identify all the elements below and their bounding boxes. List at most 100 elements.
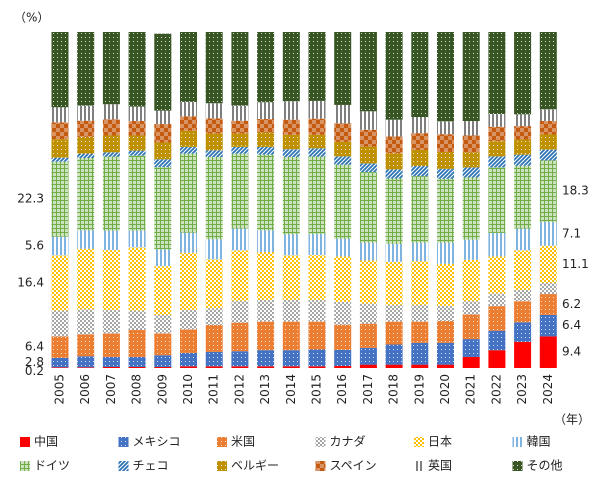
bar-segment xyxy=(282,134,300,150)
bar-segment xyxy=(180,153,197,233)
bar-segment xyxy=(359,347,377,365)
bar-segment xyxy=(205,366,223,368)
bar-segment xyxy=(437,32,454,122)
x-tick-label: 2006 xyxy=(78,374,92,405)
bar-segment xyxy=(231,32,249,106)
bar-segment xyxy=(154,249,172,267)
bar-segment xyxy=(231,351,249,367)
bar-segment xyxy=(334,256,352,302)
bar-segment xyxy=(437,305,454,321)
bar-segment xyxy=(359,242,377,261)
bar-segment xyxy=(180,116,197,131)
bar-segment xyxy=(205,156,223,240)
bar-segment xyxy=(359,32,377,112)
bar-segment xyxy=(411,133,429,150)
bar-segment xyxy=(231,120,249,134)
bar-segment xyxy=(359,172,377,243)
bar-segment xyxy=(385,119,403,137)
bar-segment xyxy=(102,156,120,231)
bar-segment xyxy=(411,176,429,243)
bar-segment xyxy=(514,165,532,229)
bar-segment xyxy=(205,259,223,309)
bar-segment xyxy=(257,252,275,300)
bar-segment xyxy=(514,250,532,291)
x-tick-label: 2011 xyxy=(207,374,221,405)
bar-segment xyxy=(308,255,326,300)
bar-segment xyxy=(514,290,532,302)
bar-segment xyxy=(102,333,120,357)
bar-segment xyxy=(385,344,403,365)
bar-segment xyxy=(102,152,120,157)
legend-swatch xyxy=(512,437,523,447)
bar-segment xyxy=(51,336,69,358)
bar-segment xyxy=(411,166,429,177)
bar-segment xyxy=(514,114,532,127)
bar-segment xyxy=(488,167,506,233)
bar-segment xyxy=(514,228,532,251)
bar-segment xyxy=(334,349,352,366)
bar-segment xyxy=(231,250,249,301)
bar-segment xyxy=(437,178,454,243)
bar-segment xyxy=(462,339,480,357)
bar-segment xyxy=(257,146,275,155)
bar-segment xyxy=(231,105,249,121)
bar-segment xyxy=(205,324,223,352)
bar-segment xyxy=(282,156,300,235)
bar-segment xyxy=(51,236,69,256)
bar-segment xyxy=(257,230,275,253)
x-tick-label: 2014 xyxy=(284,374,298,405)
bar-segment xyxy=(488,141,506,157)
bar-segment xyxy=(205,32,223,104)
bar-segment xyxy=(257,321,275,351)
legend-label: 日本 xyxy=(428,435,452,449)
x-tick-label: 2020 xyxy=(438,374,452,405)
bar-segment xyxy=(334,164,352,239)
bar-segment xyxy=(334,238,352,257)
bar-segment xyxy=(51,357,69,368)
bar-segment xyxy=(334,141,352,157)
legend-label: その他 xyxy=(527,459,563,473)
bar-segment xyxy=(257,132,275,147)
bar-segment xyxy=(205,103,223,119)
bar-segment xyxy=(308,156,326,234)
legend-swatch xyxy=(512,461,523,471)
bar-segment xyxy=(359,163,377,173)
bar-segment xyxy=(385,364,403,368)
bar-segment xyxy=(282,101,300,120)
bar-segment xyxy=(539,109,557,122)
bar-segment xyxy=(77,248,95,310)
bar-segment xyxy=(282,366,300,368)
bar-segment xyxy=(437,151,454,169)
bar-segment xyxy=(488,350,506,368)
bar-segment xyxy=(385,304,403,322)
bar-segment xyxy=(359,111,377,130)
bar-segment xyxy=(411,32,429,118)
bar-segment xyxy=(385,321,403,345)
bar-segment xyxy=(77,32,95,106)
bar-segment xyxy=(308,100,326,119)
bar-segment xyxy=(411,321,429,343)
bar-segment xyxy=(539,149,557,161)
bar-segment xyxy=(462,314,480,340)
bar-segment xyxy=(154,167,172,250)
bar-segment xyxy=(180,366,197,368)
bar-segment xyxy=(437,168,454,179)
bar-segment xyxy=(102,104,120,120)
bar-segment xyxy=(231,300,249,323)
bar-segment xyxy=(411,261,429,305)
bar-segment xyxy=(102,356,120,367)
data-label: 7.1 xyxy=(562,226,581,240)
bar-segment xyxy=(77,230,95,249)
bar-segment xyxy=(51,310,69,337)
bar-segment xyxy=(282,119,300,135)
bar-segment xyxy=(308,134,326,149)
bar-segment xyxy=(385,178,403,245)
bar-segment xyxy=(180,146,197,154)
x-tick-label: 2013 xyxy=(258,374,272,405)
bar-segment xyxy=(488,330,506,351)
bar-segment xyxy=(308,321,326,350)
bar-segment xyxy=(385,244,403,262)
bar-segment xyxy=(154,124,172,143)
bar-segment xyxy=(102,119,120,136)
bar-segment xyxy=(282,321,300,351)
